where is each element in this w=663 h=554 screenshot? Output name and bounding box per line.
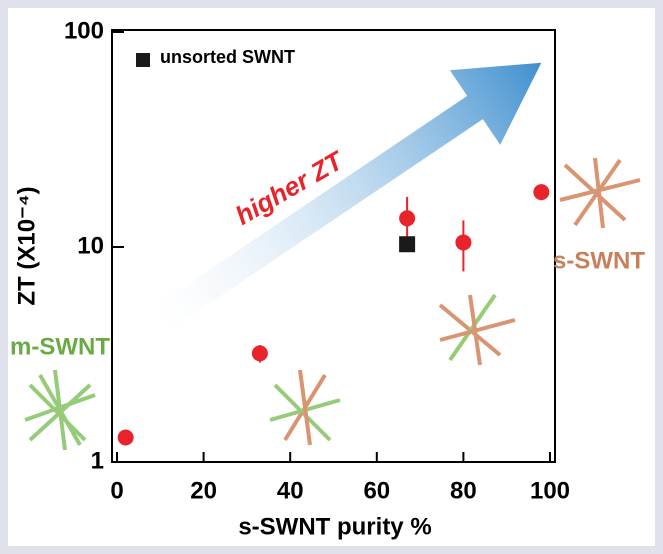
annotation: m-SWNT [10,333,110,360]
x-tick-label: 20 [190,477,217,504]
point [118,430,134,446]
point [399,210,415,226]
point [252,345,268,361]
y-tick-label: 1 [91,447,104,474]
chart: s-SWNT purity % ZT (X10⁻⁴) higher ZT m-S… [0,0,663,554]
x-axis-label: s-SWNT purity % [238,513,431,540]
x-tick-label: 60 [363,477,390,504]
y-axis-label: ZT (X10⁻⁴) [13,186,40,305]
x-tick-label: 80 [450,477,477,504]
x-tick-label: 100 [530,477,570,504]
x-tick-label: 40 [277,477,304,504]
x-tick-label: 0 [110,477,123,504]
legend-label: unsorted SWNT [160,47,295,67]
point [455,234,471,250]
panel [8,8,655,546]
y-tick-label: 100 [64,17,104,44]
point [533,184,549,200]
point [399,236,415,252]
legend-marker [136,53,150,67]
annotation: s-SWNT [553,247,645,274]
y-tick-label: 10 [77,232,104,259]
